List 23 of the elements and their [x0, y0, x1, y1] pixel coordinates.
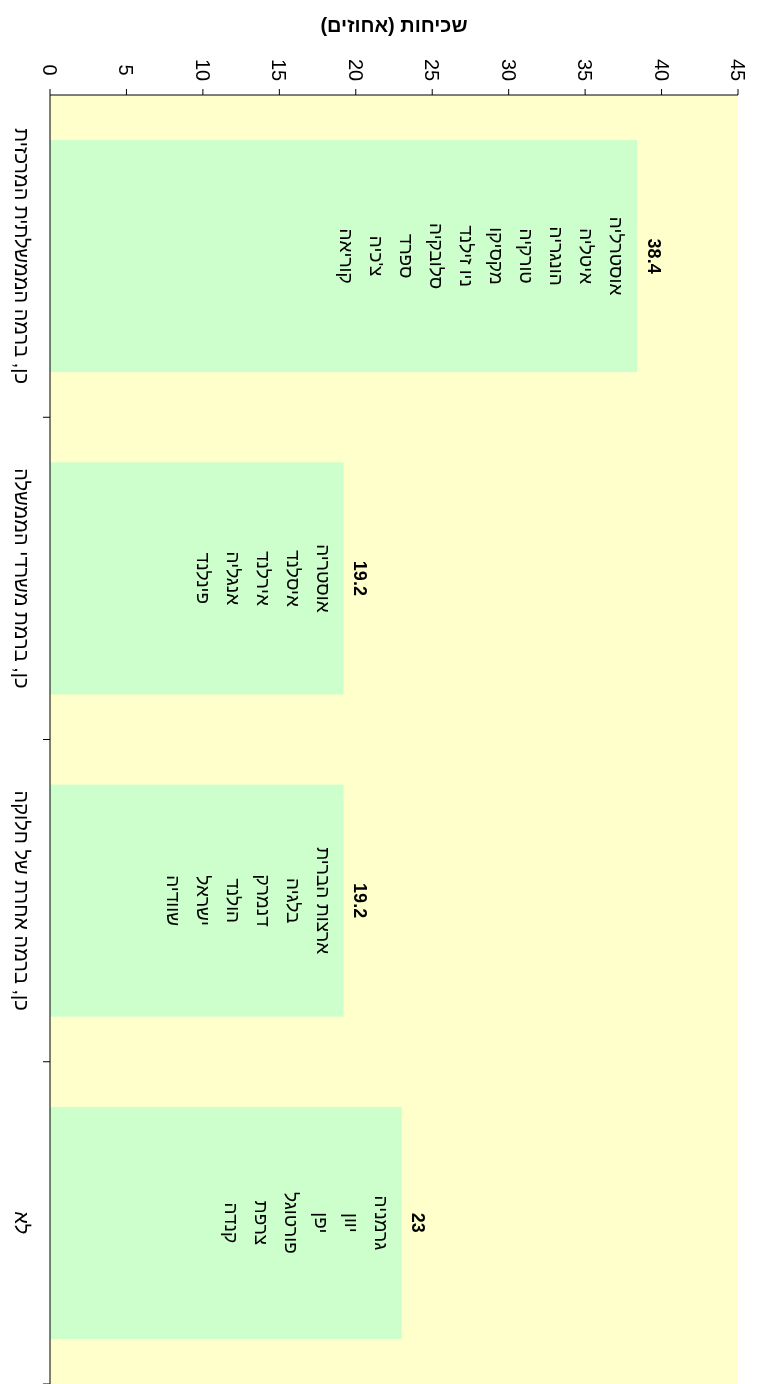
- x-tick-label: 45: [727, 58, 749, 82]
- x-tick-label: 10: [191, 58, 214, 82]
- x-tick-label: 15: [268, 58, 291, 82]
- x-tick-label: 20: [344, 58, 367, 82]
- data-label: 38.4: [643, 238, 664, 274]
- y-tick-label: כן, ברמה אחרת של חלוקה: [11, 790, 33, 1011]
- x-tick-label: 40: [650, 58, 673, 82]
- y-tick-label: כן, ברמת משרדי הממשלה: [11, 468, 33, 689]
- note: אוסטריה איסלנד אירלנד אנגליה פינלנד: [192, 544, 334, 613]
- x-tick-label: 30: [497, 58, 520, 82]
- x-axis-title: שכיחות (אחוזים): [320, 14, 468, 36]
- x-tick-label: 25: [421, 58, 444, 82]
- y-tick-label: כן, ברמה הממשלתית המרכזית: [11, 128, 33, 384]
- x-tick-label: 5: [115, 64, 138, 76]
- note: גרמניה יוון יפן פורטוגל צרפת קנדה: [221, 1192, 392, 1254]
- x-tick-label: 0: [39, 64, 61, 76]
- note: ארצות הברית בלגיה דנמרק הולנד ישראל שוודיה: [162, 847, 334, 955]
- data-label: 23: [408, 1212, 429, 1233]
- data-label: 19.2: [350, 883, 371, 919]
- data-label: 19.2: [350, 560, 371, 596]
- note: אוסטרליה איטליה הונגריה טורקיה מקסיקו ניו זילנד סלובקיה ספרד צ'כיה קוריאה: [336, 216, 628, 296]
- y-tick-label: לא: [11, 1211, 33, 1235]
- x-tick-label: 35: [574, 58, 597, 82]
